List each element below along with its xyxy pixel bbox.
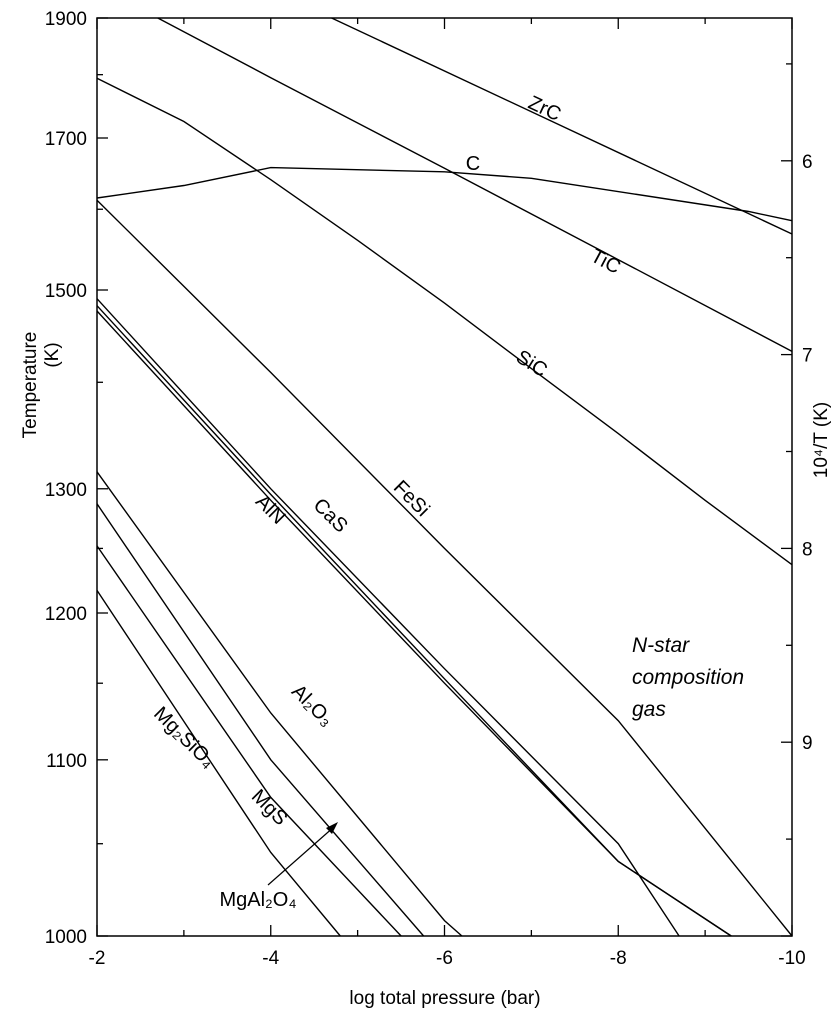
condensation-curves: [96, 17, 793, 937]
axis-tick-labels: -2 -4 -6 -8 -10 1000 1100 1200 1300 1500 1700 1900 6…: [45, 9, 813, 969]
series-line-unlabeled-3: [96, 77, 793, 566]
series-line-c-1: [96, 166, 793, 222]
right-tick-label: 9: [802, 733, 813, 754]
series-line-cas-6: [96, 305, 732, 937]
x-tick-label: -10: [778, 948, 805, 969]
y-tick-label: 1900: [45, 9, 87, 30]
series-label-aln: AlN: [251, 491, 289, 529]
series-label-tic: TiC: [587, 245, 624, 279]
series-label-mgs: MgS: [247, 785, 292, 830]
annotation-line1: N-star: [632, 634, 690, 657]
y-tick-label: 1500: [45, 281, 87, 302]
series-label-mg2sio4: Mg₂SiO₄: [149, 703, 219, 773]
mgal2o4-pointer: [267, 825, 336, 886]
series-line-sic-4: [96, 199, 793, 937]
annotation-line2: composition: [632, 666, 744, 689]
series-line-fesi-5: [96, 298, 680, 937]
axis-ticks: [96, 17, 793, 937]
annotation-line3: gas: [632, 698, 666, 721]
right-axis-title: 10⁴/T (K): [811, 402, 832, 478]
series-line-mgalo-9: [96, 503, 425, 937]
y-tick-label: 1300: [45, 480, 87, 501]
right-tick-label: 7: [802, 346, 813, 367]
series-line-mgsio-11: [96, 590, 341, 937]
right-tick-label: 8: [802, 539, 813, 560]
y-axis-title-line1: Temperature: [20, 332, 41, 439]
series-line-aln-7: [96, 310, 732, 937]
plot-frame: [96, 17, 793, 937]
y-tick-label: 1200: [45, 604, 87, 625]
y-tick-label: 1700: [45, 129, 87, 150]
series-label-mgal2o4: MgAl₂O₄: [219, 889, 296, 911]
series-label-sic: SiC: [512, 346, 551, 382]
x-tick-label: -6: [436, 948, 453, 969]
series-label-cas: CaS: [309, 494, 352, 537]
x-tick-label: -2: [89, 948, 106, 969]
series-line-tic-2: [157, 17, 793, 353]
series-label-al2o3: Al₂O₃: [287, 681, 337, 731]
x-axis-title: log total pressure (bar): [349, 988, 540, 1009]
x-tick-label: -4: [262, 948, 279, 969]
y-tick-label: 1000: [45, 927, 87, 948]
series-line-alo-8: [96, 471, 463, 937]
y-tick-label: 1100: [46, 751, 87, 772]
series-line-zrc-0: [331, 17, 793, 235]
series-label-zrc: ZrC: [525, 92, 565, 126]
x-tick-label: -8: [610, 948, 627, 969]
y-axis-title-line2: (K): [42, 342, 63, 367]
series-label-c: C: [466, 153, 480, 175]
mgal2o4-arrowhead: [326, 822, 338, 834]
series-line-mgs-10: [96, 545, 402, 937]
right-tick-label: 6: [802, 152, 813, 173]
